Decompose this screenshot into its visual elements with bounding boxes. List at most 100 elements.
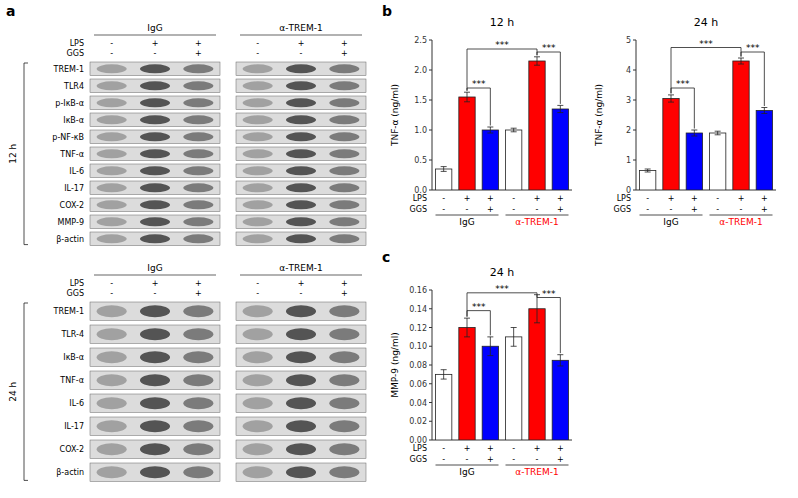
row-name: LPS xyxy=(413,194,427,203)
blot-band xyxy=(97,98,127,107)
blot-band xyxy=(329,234,359,243)
blot-row-label: COX-2 xyxy=(60,201,84,210)
row-label: + xyxy=(487,444,494,453)
bar xyxy=(686,133,702,190)
blot-band xyxy=(183,420,213,432)
x-axis xyxy=(636,190,776,191)
row-label: - xyxy=(670,205,673,214)
row-label: + xyxy=(487,205,494,214)
blot-band xyxy=(286,183,316,192)
y-tick-label: 0.16 xyxy=(409,286,427,295)
row-label: - xyxy=(442,194,445,203)
blot-band xyxy=(183,64,213,73)
blot-box xyxy=(236,371,366,389)
panel-label: b xyxy=(382,3,392,19)
sig-bracket xyxy=(467,293,537,317)
blot-header-label: - xyxy=(256,49,259,58)
blot-row-label: COX-2 xyxy=(60,445,84,454)
blot-band xyxy=(183,149,213,158)
sig-text: *** xyxy=(472,302,486,312)
blot-band xyxy=(286,351,316,363)
blot-group: α-TREM-1 xyxy=(279,263,322,273)
error-bar xyxy=(487,127,493,133)
blot-band xyxy=(97,132,127,141)
blot-group: IgG xyxy=(147,263,162,273)
blot-band xyxy=(286,443,316,455)
bar xyxy=(552,109,568,190)
blot-box xyxy=(90,463,220,481)
blot-band xyxy=(243,81,273,90)
row-label: - xyxy=(536,455,539,464)
blot-row-label: TNF-α xyxy=(59,150,84,159)
blot-band xyxy=(140,466,170,478)
sig-bracket xyxy=(467,88,490,126)
blot-band xyxy=(97,397,127,409)
bar-chart: 24 h012345TNF-α (ng/ml)*********LPS-++-+… xyxy=(594,16,776,227)
blot-header-label: - xyxy=(256,289,259,298)
group-line xyxy=(506,215,569,216)
row-label: - xyxy=(442,444,445,453)
sig-text: *** xyxy=(472,79,486,89)
blot-box xyxy=(90,79,220,93)
time-label: 12 h xyxy=(8,144,18,164)
blot-row-label: TREM-1 xyxy=(53,307,84,316)
error-bar xyxy=(534,295,540,323)
bar xyxy=(459,328,475,441)
blot-header-label: + xyxy=(195,39,202,48)
blot-band xyxy=(286,200,316,209)
blot-header-label: + xyxy=(341,39,348,48)
bars xyxy=(436,57,569,190)
row-label: + xyxy=(557,205,564,214)
blot-band xyxy=(97,81,127,90)
blot-header-name: GGS xyxy=(67,49,84,58)
blot-row-label: IL-6 xyxy=(69,399,84,408)
blot-group-line xyxy=(94,35,216,36)
blot-band xyxy=(243,98,273,107)
row-label: + xyxy=(557,444,564,453)
blot-band xyxy=(97,420,127,432)
blot-band xyxy=(183,132,213,141)
blot-band xyxy=(97,183,127,192)
blot-band xyxy=(97,328,127,340)
blot-band xyxy=(286,234,316,243)
blot-box xyxy=(236,181,366,195)
group-line xyxy=(436,465,499,466)
blot-row-label: TREM-1 xyxy=(53,65,84,74)
blot-box xyxy=(90,147,220,161)
blot-band xyxy=(286,149,316,158)
bar xyxy=(506,130,522,190)
blot-row-label: p-NF-κB xyxy=(52,133,84,142)
blot-band xyxy=(286,420,316,432)
sig-bracket xyxy=(671,48,741,94)
blot-band xyxy=(243,443,273,455)
blot-box xyxy=(90,181,220,195)
bar-chart: 12 h0.00.51.01.52.02.5TNF-α (ng/ml)*****… xyxy=(390,16,572,227)
row-label: - xyxy=(512,205,515,214)
row-label: - xyxy=(716,194,719,203)
blot-group: IgG xyxy=(147,23,162,33)
blot-band xyxy=(140,351,170,363)
bar xyxy=(640,171,656,191)
row-label: + xyxy=(691,194,698,203)
blot-header-label: + xyxy=(341,289,348,298)
figure: abc12 h0.00.51.01.52.02.5TNF-α (ng/ml)**… xyxy=(0,0,798,498)
y-tick-label: 1.0 xyxy=(414,126,427,135)
blot-box xyxy=(90,371,220,389)
group-line xyxy=(640,215,703,216)
y-tick-label: 0.02 xyxy=(409,417,427,426)
blot-box xyxy=(90,417,220,435)
blot-band xyxy=(97,149,127,158)
group-line xyxy=(506,465,569,466)
sig-text: *** xyxy=(542,289,556,299)
row-label: + xyxy=(534,444,541,453)
blot-header-name: GGS xyxy=(67,289,84,298)
blot-band xyxy=(329,351,359,363)
row-name: GGS xyxy=(410,205,427,214)
blot-header-label: - xyxy=(154,289,157,298)
row-label: + xyxy=(668,194,675,203)
blot-header-label: - xyxy=(154,49,157,58)
blot-band xyxy=(243,166,273,175)
bar xyxy=(436,374,452,440)
error-bar xyxy=(511,128,517,132)
blot-band xyxy=(97,115,127,124)
